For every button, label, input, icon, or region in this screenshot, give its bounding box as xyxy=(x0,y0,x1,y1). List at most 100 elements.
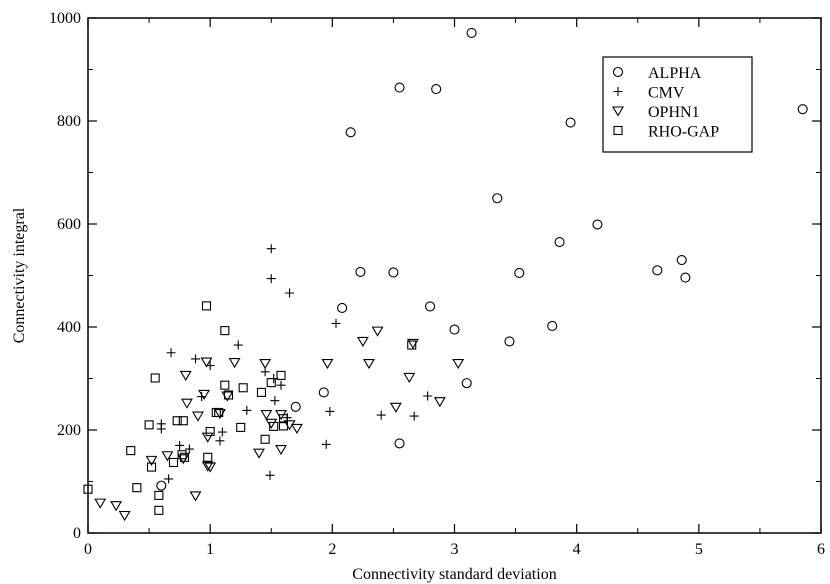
plus-point xyxy=(423,391,433,401)
plus-point xyxy=(215,436,225,446)
square-point xyxy=(220,326,230,336)
square-point xyxy=(278,414,289,424)
plus-point xyxy=(331,318,341,328)
circle-point xyxy=(449,324,460,335)
triangle-down-point xyxy=(371,326,384,337)
square-point xyxy=(168,457,179,467)
legend-circle-marker xyxy=(612,66,624,78)
legend-label: CMV xyxy=(648,85,685,102)
x-tick-label: 5 xyxy=(695,541,703,558)
square-point xyxy=(150,373,160,383)
triangle-down-point xyxy=(290,423,303,435)
plus-point xyxy=(376,410,386,420)
circle-point xyxy=(504,336,515,347)
triangle-down-point xyxy=(363,359,375,370)
plus-point xyxy=(233,340,243,350)
x-tick-label: 3 xyxy=(451,541,459,558)
circle-point xyxy=(676,254,687,266)
triangle-down-point xyxy=(191,411,204,422)
triangle-down-point xyxy=(118,510,131,522)
square-point xyxy=(144,420,154,430)
series-cmv xyxy=(156,244,433,484)
plus-point xyxy=(270,396,280,406)
circle-point xyxy=(514,267,525,278)
plus-point xyxy=(285,288,295,298)
plus-point xyxy=(409,411,419,421)
legend-plus-marker xyxy=(613,87,623,96)
plus-point xyxy=(197,392,207,402)
circle-point xyxy=(425,301,436,312)
triangle-down-point xyxy=(200,357,213,368)
y-tick-label: 1000 xyxy=(49,10,81,27)
circle-point xyxy=(554,236,565,248)
circle-point xyxy=(156,480,167,491)
y-tick-label: 400 xyxy=(57,319,81,336)
triangle-down-point xyxy=(275,445,287,456)
square-point xyxy=(205,426,215,437)
square-point xyxy=(260,434,270,444)
triangle-down-point xyxy=(204,462,217,473)
triangle-down-point xyxy=(228,357,241,369)
plus-point xyxy=(265,470,275,480)
triangle-down-point xyxy=(179,370,192,381)
x-axis-label: Connectivity standard deviation xyxy=(352,566,556,583)
circle-point xyxy=(466,27,477,38)
x-axis-ticks: 0 1 2 3 4 5 6 xyxy=(84,18,825,558)
square-point xyxy=(146,462,157,472)
triangle-down-point xyxy=(403,372,416,384)
circle-point xyxy=(492,193,503,204)
square-point xyxy=(154,490,164,500)
square-point xyxy=(220,380,230,390)
series-alpha xyxy=(156,27,808,491)
triangle-down-point xyxy=(110,501,123,512)
square-point xyxy=(278,421,289,431)
plus-point xyxy=(164,474,174,484)
plus-point xyxy=(175,440,185,450)
triangle-down-point xyxy=(161,451,174,462)
circle-point xyxy=(431,84,442,95)
square-point xyxy=(203,452,213,462)
circle-point xyxy=(337,302,348,313)
triangle-down-point xyxy=(253,448,265,459)
circle-point xyxy=(355,266,366,277)
square-point xyxy=(201,301,212,311)
circle-point xyxy=(680,272,691,283)
square-point xyxy=(276,370,286,380)
circle-point xyxy=(345,127,356,138)
legend-square-marker xyxy=(613,125,623,136)
triangle-down-point xyxy=(145,455,158,466)
x-tick-label: 1 xyxy=(206,541,214,558)
y-tick-label: 200 xyxy=(57,422,81,439)
plus-point xyxy=(325,406,335,416)
triangle-down-point xyxy=(389,402,402,413)
plus-point xyxy=(276,380,286,390)
plus-point xyxy=(266,274,276,284)
plus-point xyxy=(156,419,166,429)
square-point xyxy=(256,387,267,397)
triangle-down-point xyxy=(356,336,369,348)
circle-point xyxy=(461,378,472,389)
circle-point xyxy=(388,267,399,278)
circle-point xyxy=(290,401,301,412)
circle-point xyxy=(394,82,405,93)
triangle-down-point xyxy=(265,418,278,429)
y-axis-ticks: 0 200 400 600 800 1000 xyxy=(49,10,821,542)
triangle-down-point xyxy=(259,359,272,370)
x-tick-label: 0 xyxy=(84,541,92,558)
circle-point xyxy=(318,387,329,398)
circle-point xyxy=(394,438,405,449)
triangle-down-point xyxy=(201,461,214,472)
x-tick-label: 6 xyxy=(817,541,825,558)
square-point xyxy=(132,483,142,493)
circle-point xyxy=(652,265,663,276)
triangle-down-point xyxy=(260,409,273,421)
data-points xyxy=(83,27,808,522)
plus-point xyxy=(166,348,176,358)
square-point xyxy=(177,450,187,460)
legend-label: OPHN1 xyxy=(648,104,700,121)
square-point xyxy=(236,422,246,432)
square-point xyxy=(179,452,190,462)
plus-point xyxy=(217,427,227,437)
square-point xyxy=(83,484,93,494)
